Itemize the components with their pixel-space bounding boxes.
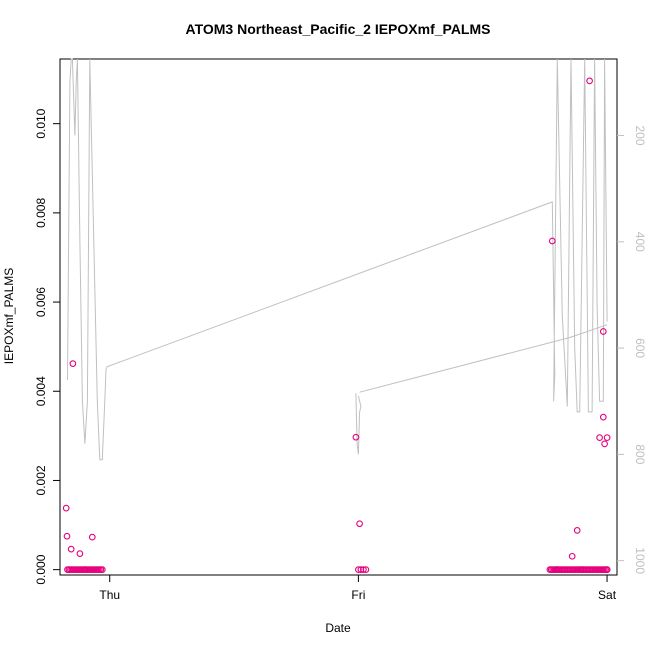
data-point (352, 433, 360, 441)
y-tick-label: 0.002 (34, 465, 48, 495)
data-point (596, 434, 603, 441)
data-point (573, 527, 581, 534)
data-point (62, 504, 70, 512)
data-point (360, 566, 367, 573)
right-tick-label: 800 (633, 444, 647, 464)
y-tick-label: 0.008 (34, 198, 48, 228)
x-tick-label: Sat (598, 588, 617, 602)
data-point (357, 566, 365, 573)
x-axis-label: Date (325, 621, 351, 635)
right-tick-label: 400 (633, 232, 647, 252)
pressure-line (67, 58, 608, 461)
data-point (356, 520, 363, 528)
data-point (63, 532, 71, 540)
plot-frame (59, 58, 618, 576)
right-tick-label: 1000 (633, 547, 647, 574)
data-point (603, 434, 611, 441)
data-point (98, 566, 106, 573)
y-axis: 0.000 0.002 0.004 0.006 0.008 0.010 (34, 108, 60, 585)
pressure-line (359, 324, 608, 393)
pressure-lines (67, 58, 608, 461)
data-point (69, 360, 77, 367)
x-tick-label: Thu (99, 588, 120, 602)
y-tick-label: 0.004 (34, 376, 48, 406)
iepox-points (62, 77, 611, 573)
x-tick-label: Fri (351, 588, 365, 602)
data-point (355, 566, 362, 573)
pressure-line (355, 393, 362, 455)
data-point (548, 237, 556, 245)
data-point (601, 440, 608, 448)
right-axis: 200 400 600 800 1000 (617, 126, 647, 574)
y-tick-label: 0.010 (34, 108, 48, 138)
y-tick-label: 0.006 (34, 287, 48, 317)
data-point (76, 550, 84, 557)
x-axis: Thu Fri Sat (99, 575, 617, 602)
data-point (67, 545, 75, 553)
data-point (586, 77, 593, 85)
y-tick-label: 0.000 (34, 554, 48, 584)
data-point (88, 533, 96, 541)
chart-title: ATOM3 Northeast_Pacific_2 IEPOXmf_PALMS (186, 21, 491, 37)
data-point (599, 413, 607, 421)
right-tick-label: 200 (633, 126, 647, 146)
data-point (599, 328, 607, 335)
data-point (362, 566, 370, 573)
data-point (568, 552, 576, 560)
right-tick-label: 600 (633, 338, 647, 358)
data-point (603, 566, 611, 573)
y-axis-label: IEPOXmf_PALMS (2, 268, 16, 364)
